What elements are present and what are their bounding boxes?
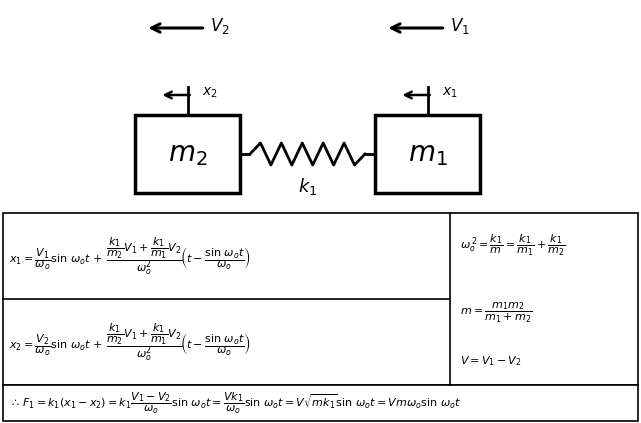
Text: $x_2$: $x_2$ <box>201 86 217 100</box>
Bar <box>135 115 240 193</box>
Bar <box>375 115 480 193</box>
Text: $m_1$: $m_1$ <box>408 140 447 168</box>
Text: $V = V_1 - V_2$: $V = V_1 - V_2$ <box>460 354 522 368</box>
Text: $V_1$: $V_1$ <box>449 16 469 36</box>
Text: $x_1$: $x_1$ <box>442 86 457 100</box>
Text: $m_2$: $m_2$ <box>168 140 207 168</box>
Text: $\omega_o^{\,2} = \dfrac{k_1}{m} = \dfrac{k_1}{m_1} + \dfrac{k_1}{m_2}$: $\omega_o^{\,2} = \dfrac{k_1}{m} = \dfra… <box>460 233 566 258</box>
Bar <box>3 385 638 421</box>
Text: $x_1 = \dfrac{V_1}{\omega_o}\sin\,\omega_o t\, +\, \dfrac{\dfrac{k_1}{m_2}V_1 + : $x_1 = \dfrac{V_1}{\omega_o}\sin\,\omega… <box>9 235 251 277</box>
Text: $m = \dfrac{m_1 m_2}{m_1 + m_2}$: $m = \dfrac{m_1 m_2}{m_1 + m_2}$ <box>460 301 532 325</box>
Text: $k_1$: $k_1$ <box>298 176 317 197</box>
Text: $\therefore\, F_1 = k_1(x_1 - x_2) = k_1\dfrac{V_1 - V_2}{\omega_o}\sin\,\omega_: $\therefore\, F_1 = k_1(x_1 - x_2) = k_1… <box>9 390 462 415</box>
Text: $x_2 = \dfrac{V_2}{\omega_o}\sin\,\omega_o t\, +\, \dfrac{\dfrac{k_1}{m_2}V_1 + : $x_2 = \dfrac{V_2}{\omega_o}\sin\,\omega… <box>9 321 251 363</box>
Text: $V_2$: $V_2$ <box>210 16 229 36</box>
Bar <box>3 213 638 385</box>
